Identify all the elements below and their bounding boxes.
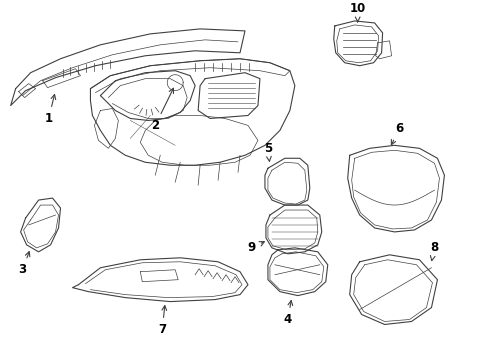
Text: 5: 5 <box>264 142 272 161</box>
Text: 2: 2 <box>151 88 173 132</box>
Text: 7: 7 <box>158 306 167 336</box>
Text: 3: 3 <box>19 252 30 276</box>
Text: 8: 8 <box>430 241 439 261</box>
Text: 6: 6 <box>392 122 404 145</box>
Text: 10: 10 <box>349 3 366 22</box>
Text: 9: 9 <box>248 241 264 255</box>
Text: 4: 4 <box>284 301 293 326</box>
Text: 1: 1 <box>45 95 56 125</box>
